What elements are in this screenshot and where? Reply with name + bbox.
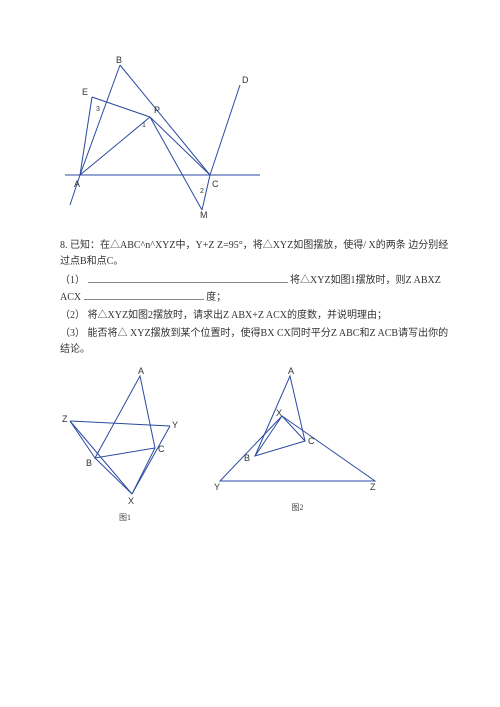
svg-text:A: A — [138, 366, 144, 376]
angle-1: 1 — [142, 122, 146, 129]
caption-left: 图1 — [60, 512, 190, 525]
blank-1a — [88, 272, 288, 283]
svg-text:X: X — [128, 496, 134, 506]
problem-number: 8. — [60, 240, 68, 251]
q3: （3） 能否将△ XYZ摆放到某个位置时，使得BX CX同时平分Z ABC和Z … — [60, 326, 450, 358]
label-P: P — [154, 105, 160, 115]
caption-right: 图2 — [210, 502, 385, 515]
label-D: D — [242, 75, 249, 85]
svg-text:Z: Z — [370, 482, 376, 492]
svg-text:C: C — [308, 436, 315, 446]
svg-text:Y: Y — [214, 482, 220, 492]
figure-bottom-left: A Z Y B C X 图1 — [60, 366, 190, 525]
q1-tail: 度； — [206, 292, 226, 303]
q1-prefix: （1） — [60, 275, 85, 286]
svg-text:Y: Y — [172, 420, 178, 430]
svg-text:X: X — [276, 408, 282, 418]
figure-bottom-right: A X B C Y Z 图2 — [210, 366, 385, 515]
label-M: M — [200, 210, 208, 220]
label-A: A — [74, 179, 80, 189]
problem-text: 8. 已知：在△ABC^n^XYZ中，Y+Z Z=95°，将△XYZ如图摆放，使… — [60, 238, 450, 358]
svg-text:Z: Z — [62, 414, 68, 424]
q-intro: 已知：在△ABC^n^XYZ中，Y+Z Z=95°，将△XYZ如图摆放，使得/ … — [60, 240, 448, 267]
angle-2: 2 — [200, 188, 204, 195]
svg-text:B: B — [244, 453, 250, 463]
blank-1b — [84, 289, 204, 300]
figure-top: B E P D A C M 3 1 2 — [60, 55, 450, 226]
label-B: B — [116, 55, 122, 65]
label-C: C — [212, 179, 219, 189]
label-E: E — [82, 87, 88, 97]
angle-3: 3 — [96, 106, 100, 113]
q2: （2） 将△XYZ如图2摆放时，请求出Z ABX+Z ACX的度数，并说明理由； — [60, 308, 450, 324]
svg-text:A: A — [288, 366, 294, 376]
svg-text:C: C — [158, 444, 165, 454]
svg-text:B: B — [86, 458, 92, 468]
